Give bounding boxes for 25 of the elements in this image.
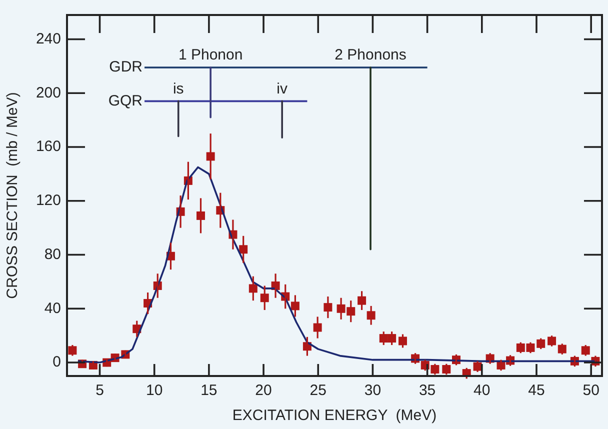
y-tick-label: 40 — [44, 300, 61, 317]
y-tick-label: 160 — [36, 138, 61, 156]
x-axis-title: EXCITATION ENERGY (MeV) — [232, 407, 437, 424]
y-tick-label: 0 — [52, 354, 61, 371]
x-tick-label: 50 — [582, 382, 600, 400]
y-tick-label: 80 — [44, 246, 61, 263]
series-label: GDR — [109, 58, 143, 76]
x-tick-label: 25 — [310, 382, 326, 400]
x-tick-label: 20 — [255, 382, 272, 400]
x-tick-label: 45 — [528, 382, 545, 400]
y-tick-label: 120 — [36, 192, 61, 210]
series-label: is — [172, 80, 184, 98]
y-axis-title: CROSS SECTION (mb / MeV) — [4, 92, 22, 299]
x-tick-label: 30 — [364, 382, 382, 400]
x-tick-label: 40 — [474, 382, 490, 400]
y-tick-label: 240 — [36, 30, 61, 48]
x-tick-label: 10 — [146, 382, 163, 400]
series-label: 2 Phonons — [334, 46, 406, 64]
y-tick-label: 200 — [36, 84, 61, 102]
x-tick-label: 15 — [200, 382, 218, 400]
x-tick-label: 5 — [96, 382, 104, 400]
series-label: GQR — [108, 92, 143, 110]
series-label: 1 Phonon — [178, 46, 243, 64]
x-tick-label: 35 — [418, 382, 436, 400]
series-label: iv — [276, 80, 288, 98]
